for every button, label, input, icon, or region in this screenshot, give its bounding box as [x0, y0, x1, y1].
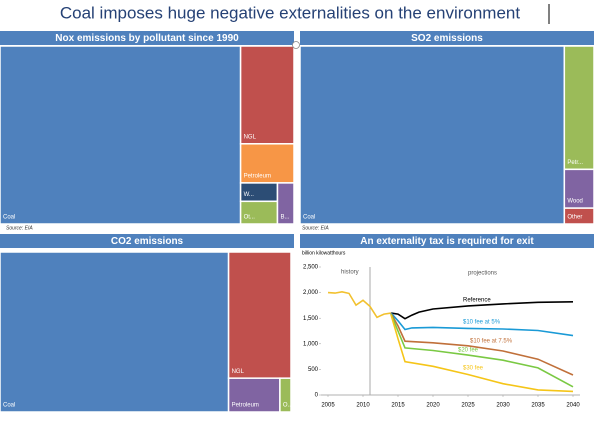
resize-handle	[292, 41, 300, 49]
series-label: $10 fee at 7.5%	[470, 339, 513, 345]
y-tick-label: 500	[308, 367, 319, 373]
series-line	[390, 314, 574, 393]
x-tick-label: 2005	[321, 403, 335, 409]
series-line	[390, 313, 574, 376]
treemap-cell	[227, 251, 292, 379]
y-tick-label: 2,000	[303, 290, 319, 296]
x-tick-label: 2015	[391, 403, 405, 409]
panel-title: An externality tax is required for exit	[360, 236, 534, 247]
series-label: $20 fee	[458, 348, 479, 354]
panel-title: CO2 emissions	[111, 236, 184, 247]
treemap-cell	[0, 45, 242, 225]
annotation: projections	[468, 271, 497, 277]
series-line	[390, 313, 574, 388]
panel-header	[0, 31, 294, 45]
cell-label: Other	[567, 215, 582, 221]
y-tick-label: 0	[315, 393, 319, 399]
y-tick-label: 1,000	[303, 341, 319, 347]
treemap-cell	[279, 377, 292, 413]
cell-label: Coal	[3, 403, 15, 409]
cell-label: Coal	[3, 215, 15, 221]
treemap-cell	[563, 207, 595, 225]
treemap-cell	[276, 182, 295, 225]
cell-label: Wood	[567, 199, 583, 205]
panel-header	[0, 234, 294, 248]
treemap-cell	[227, 377, 281, 413]
source-note: Source: EIA	[302, 225, 329, 231]
cell-label: NGL	[244, 134, 257, 140]
cell-label: Coal	[303, 215, 315, 221]
treemap-cell	[0, 251, 230, 413]
series-line	[327, 290, 392, 319]
x-tick-label: 2035	[531, 403, 545, 409]
cell-label: B...	[280, 215, 289, 221]
cell-label: Petroleum	[244, 174, 271, 180]
series-line	[390, 301, 574, 320]
y-axis-label: billion kilowatthours	[302, 250, 346, 256]
y-tick-label: 1,500	[303, 316, 319, 322]
treemap-cell	[563, 45, 595, 171]
cell-label: Petroleum	[232, 403, 259, 409]
panel-title: Nox emissions by pollutant since 1990	[55, 33, 239, 44]
panel-title: SO2 emissions	[411, 33, 483, 44]
panel-header	[300, 31, 594, 45]
treemap-cell	[563, 168, 595, 209]
x-tick-label: 2025	[461, 403, 475, 409]
treemap-cell	[239, 200, 279, 225]
series-label: $30 fee	[463, 366, 484, 372]
cell-label: O...	[283, 403, 293, 409]
cell-label: Ot...	[244, 215, 256, 221]
annotation: history	[341, 270, 359, 276]
treemap-cell	[299, 45, 566, 225]
cell-label: NGL	[232, 369, 245, 375]
y-tick-label: 2,500	[303, 265, 319, 271]
cell-label: Petr...	[567, 160, 583, 166]
x-tick-label: 2020	[426, 403, 440, 409]
treemap-cell	[239, 143, 295, 184]
series-line	[390, 312, 574, 337]
source-note: Source: EIA	[6, 225, 33, 231]
x-tick-label: 2030	[496, 403, 510, 409]
series-label: $10 fee at 5%	[463, 320, 501, 326]
x-tick-label: 2010	[356, 403, 370, 409]
panel-header	[300, 234, 594, 248]
cell-label: W...	[244, 192, 255, 198]
treemap-cell	[239, 45, 295, 145]
series-label: Reference	[463, 298, 491, 304]
x-tick-label: 2040	[566, 403, 580, 409]
slide-title: Coal imposes huge negative externalities…	[60, 3, 520, 22]
